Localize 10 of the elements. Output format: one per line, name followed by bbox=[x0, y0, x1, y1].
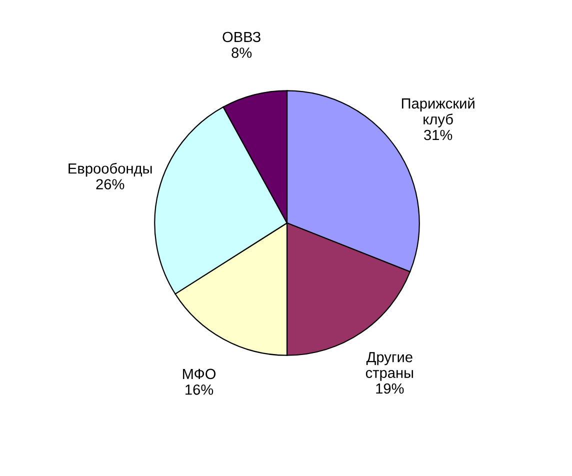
data-label: 8% bbox=[232, 48, 252, 58]
data-label: 16% bbox=[186, 384, 214, 395]
slice-label: Еврообонды bbox=[68, 162, 152, 177]
data-label: 26% bbox=[96, 179, 124, 190]
slice-label: МФО bbox=[183, 368, 216, 380]
data-label: 31% bbox=[424, 130, 452, 140]
slice-label: ОВВЗ bbox=[222, 32, 260, 42]
data-label: 19% bbox=[376, 383, 404, 394]
slice-label: Парижский клуб bbox=[402, 98, 474, 128]
slice-label: Другие страны bbox=[366, 352, 414, 381]
